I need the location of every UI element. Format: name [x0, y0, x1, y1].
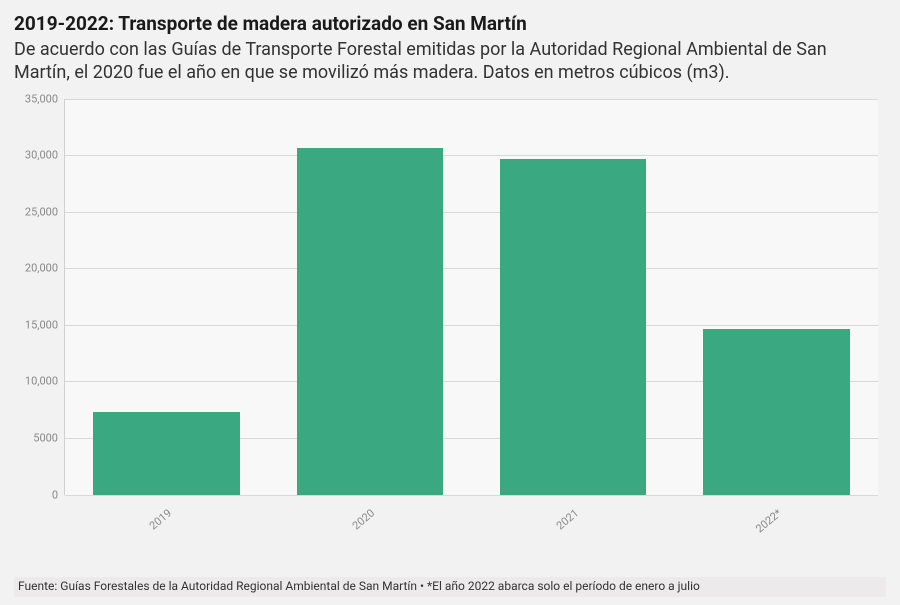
- chart-title: 2019-2022: Transporte de madera autoriza…: [14, 12, 886, 36]
- y-tick-label: 5000: [14, 431, 58, 444]
- chart-subtitle: De acuerdo con las Guías de Transporte F…: [14, 38, 886, 85]
- y-tick-label: 10,000: [14, 375, 58, 388]
- chart-footer: Fuente: Guías Forestales de la Autoridad…: [14, 577, 886, 597]
- x-tick-label: 2022*: [753, 506, 784, 535]
- y-tick-label: 0: [14, 488, 58, 501]
- x-tick-label: 2021: [554, 506, 581, 532]
- chart-area: 0 5000 10,000 15,000 20,000 25,000 30,000 35,00…: [14, 93, 886, 543]
- y-tick-label: 25,000: [14, 205, 58, 218]
- plot-area: [64, 99, 878, 495]
- y-tick-label: 30,000: [14, 149, 58, 162]
- bar: [297, 148, 443, 494]
- y-tick-label: 15,000: [14, 318, 58, 331]
- bar: [703, 329, 849, 494]
- gridline: [65, 495, 878, 496]
- bar: [500, 159, 646, 495]
- x-tick-label: 2020: [350, 506, 377, 532]
- bars-layer: [65, 99, 878, 495]
- x-tick-label: 2019: [147, 506, 174, 532]
- y-tick-label: 20,000: [14, 262, 58, 275]
- y-tick-label: 35,000: [14, 92, 58, 105]
- bar: [93, 412, 239, 495]
